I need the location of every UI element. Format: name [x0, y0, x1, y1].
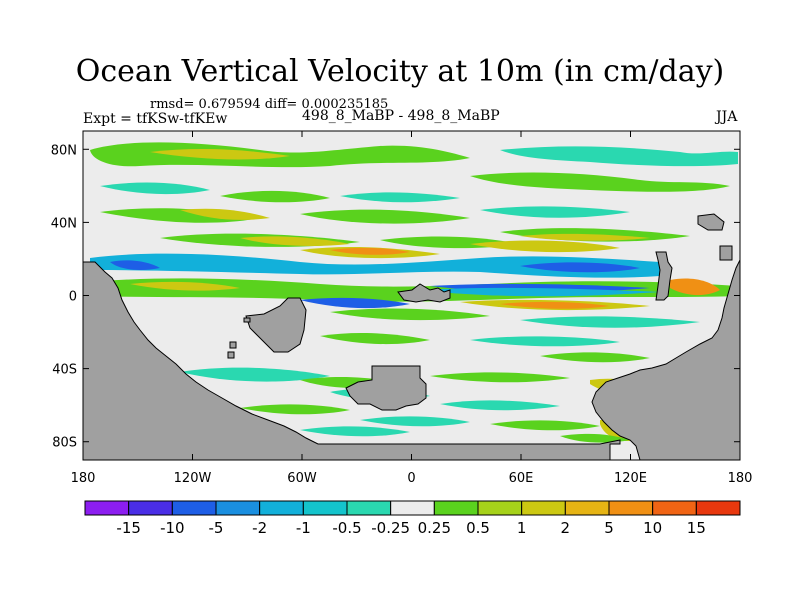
- colorbar-swatch: [521, 500, 566, 516]
- land-equatorial-island: [397, 283, 451, 303]
- land-south-central: [345, 365, 427, 411]
- land-west-small: [243, 317, 251, 323]
- land-northeast: [697, 213, 725, 231]
- contour-patch: [470, 172, 730, 192]
- latitude-axis: 80N 40N 0 40S 80S: [51, 143, 740, 451]
- contour-patch: [540, 352, 650, 363]
- colorbar-label: 5: [604, 519, 614, 537]
- colorbar-label: -2: [252, 519, 267, 537]
- colorbar-label: 0.25: [418, 519, 451, 537]
- lon-tick-label: 60E: [509, 471, 534, 486]
- contour-patch: [300, 426, 410, 437]
- lon-tick-label: 120E: [614, 471, 647, 486]
- contour-patch: [240, 236, 350, 246]
- contour-patch: [420, 287, 660, 297]
- contour-patch: [520, 233, 650, 241]
- colorbar-label: -0.25: [371, 519, 410, 537]
- colorbar-swatch: [346, 500, 392, 516]
- colorbar-label: 1: [517, 519, 527, 537]
- lon-tick-label: 120W: [174, 471, 212, 486]
- contour-patch: [470, 336, 620, 347]
- contour-patch: [320, 333, 430, 345]
- colorbar-label: -5: [209, 519, 224, 537]
- colorbar-label: 10: [643, 519, 662, 537]
- contour-patch: [670, 278, 720, 296]
- colorbar-swatch: [302, 500, 348, 516]
- contour-patch: [100, 182, 210, 195]
- contour-patch: [560, 433, 630, 443]
- lat-tick-label: 40S: [52, 363, 77, 378]
- colorbar-swatch: [564, 500, 610, 516]
- colorbar-label: -15: [116, 519, 141, 537]
- contour-patch: [500, 301, 610, 309]
- longitude-axis: 180 120W 60W 0 60E 120E 180: [71, 131, 753, 486]
- colorbar-swatch: [128, 500, 173, 516]
- colorbar-swatch: [608, 500, 654, 516]
- colorbar-swatch: [477, 500, 523, 516]
- contour-patch: [130, 281, 240, 291]
- land-east-small: [719, 245, 733, 261]
- lat-tick-label: 0: [69, 290, 77, 305]
- contour-patch: [330, 247, 410, 255]
- contour-patch: [500, 146, 738, 167]
- colorbar-swatch: [171, 500, 217, 516]
- case-label: 498_8_MaBP - 498_8_MaBP: [302, 108, 500, 124]
- colorbar-swatch: [695, 500, 741, 516]
- contour-patch: [490, 420, 600, 431]
- contour-patch: [480, 206, 630, 218]
- lon-tick-label: 180: [71, 471, 96, 486]
- land-west: [83, 261, 621, 460]
- colorbar-label: 2: [561, 519, 571, 537]
- colorbar-swatch: [215, 500, 261, 516]
- stats-label: rmsd= 0.679594 diff= 0.000235185: [150, 97, 389, 112]
- contour-patch: [300, 297, 410, 309]
- lat-tick-label: 40N: [51, 216, 77, 231]
- contour-patch: [220, 190, 330, 203]
- season-label: JJA: [716, 109, 738, 125]
- experiment-label: Expt = tfKSw-tfKEw: [83, 111, 228, 127]
- colorbar-swatch: [433, 500, 479, 516]
- lon-tick-label: 180: [728, 471, 753, 486]
- contour-patch: [440, 400, 560, 411]
- land-west-small: [227, 351, 235, 359]
- lon-tick-label: 0: [407, 471, 415, 486]
- colorbar-swatch: [652, 500, 697, 516]
- contour-patch: [340, 192, 460, 203]
- contour-patch: [240, 404, 350, 415]
- contour-patch: [470, 240, 620, 253]
- land-west-small: [229, 341, 237, 349]
- lon-tick-label: 60W: [287, 471, 317, 486]
- plot-title: Ocean Vertical Velocity at 10m (in cm/da…: [75, 54, 725, 89]
- contour-patch: [520, 316, 700, 328]
- land-narrow-east: [655, 251, 673, 301]
- colorbar-label: -1: [296, 519, 311, 537]
- colorbar-label: -10: [160, 519, 185, 537]
- contour-patch: [520, 262, 640, 273]
- colorbar-label: 0.5: [466, 519, 490, 537]
- contour-patch: [430, 372, 570, 383]
- colorbar-swatch: [84, 500, 130, 516]
- lat-tick-label: 80N: [51, 143, 77, 158]
- contour-patch: [150, 149, 290, 160]
- lat-tick-label: 80S: [52, 436, 77, 451]
- colorbar-swatch: [259, 500, 304, 516]
- contour-patch: [180, 208, 270, 220]
- contour-patch: [90, 253, 660, 278]
- contour-patch: [180, 367, 330, 382]
- land-west-central: [245, 297, 307, 353]
- colorbar-label: -0.5: [332, 519, 361, 537]
- contour-patch: [300, 209, 470, 224]
- colorbar-swatch: [390, 500, 435, 516]
- colorbar-label: 15: [687, 519, 706, 537]
- contour-patch: [360, 416, 470, 427]
- landmasses: [83, 213, 740, 460]
- colorbar: -15 -10 -5 -2 -1 -0.5 -0.25 0.25 0.5 1 2 5 10 15: [84, 500, 741, 537]
- land-east: [591, 259, 740, 460]
- map-field: [83, 131, 740, 460]
- contour-patch: [110, 260, 160, 270]
- contour-patch: [330, 308, 490, 321]
